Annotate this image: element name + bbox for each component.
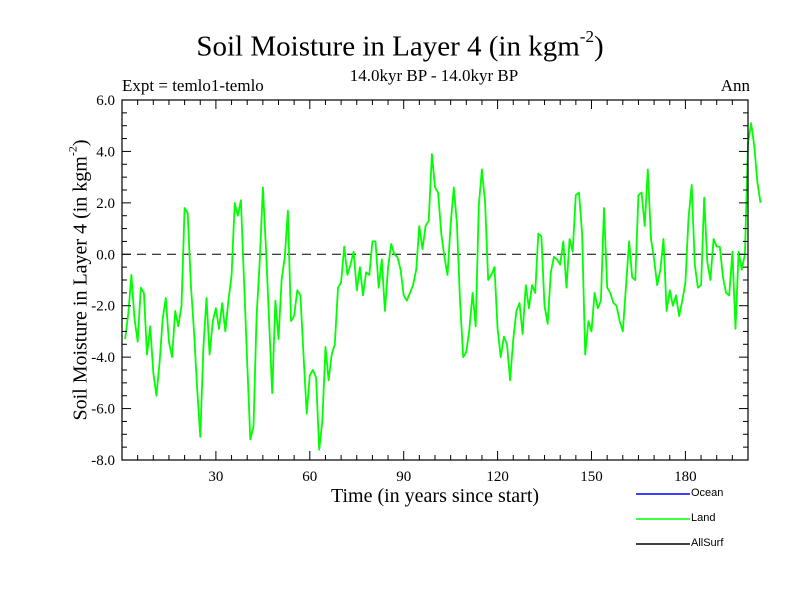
chart-subtitle: 14.0kyr BP - 14.0kyr BP [349,66,519,85]
x-tick-label: 90 [396,469,411,485]
x-tick-label: 60 [302,469,317,485]
chart-title: Soil Moisture in Layer 4 (in kgm-2) [196,27,604,63]
x-tick-label: 150 [580,469,603,485]
period-label: Ann [720,76,750,95]
legend-label-land: Land [691,512,716,524]
y-axis-label: Soil Moisture in Layer 4 (in kgm-2) [65,139,92,421]
y-tick-label: -4.0 [91,350,115,366]
y-tick-label: 4.0 [96,144,115,160]
x-tick-label: 120 [486,469,509,485]
x-tick-label: 30 [208,469,223,485]
y-tick-label: -8.0 [91,453,115,469]
x-tick-label: 180 [674,469,697,485]
y-tick-label: -6.0 [91,402,115,418]
y-tick-label: 2.0 [96,196,115,212]
y-tick-label: -2.0 [91,299,115,315]
x-axis-label: Time (in years since start) [330,485,540,507]
series-line-land [124,122,762,451]
plot-frame [121,99,749,461]
legend-label-allsurf: AllSurf [691,537,724,549]
experiment-label: Expt = temlo1-temlo [122,76,264,95]
y-tick-label: 6.0 [96,93,115,109]
y-tick-label: 0.0 [96,247,115,263]
legend-label-ocean: Ocean [691,487,724,499]
